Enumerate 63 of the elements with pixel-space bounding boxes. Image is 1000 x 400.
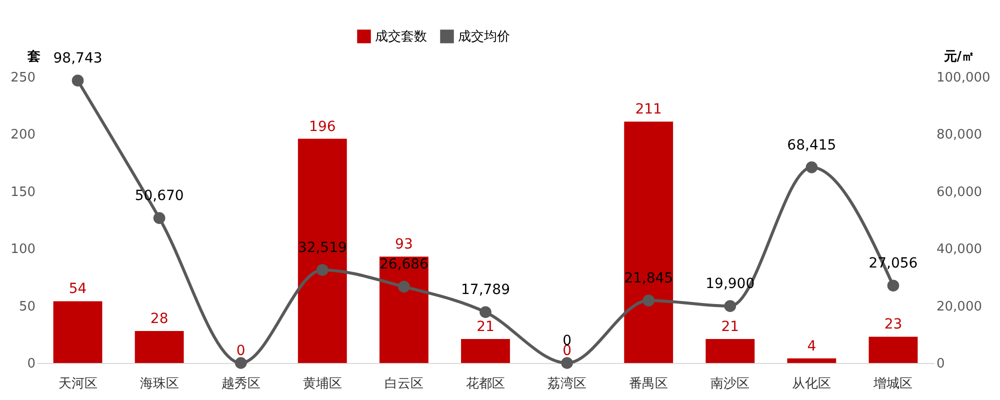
point [724,300,736,312]
data-label: 21,845 [624,270,674,287]
data-label: 26,686 [379,256,429,273]
data-label: 32,519 [298,240,347,256]
bar [868,336,918,363]
data-label: 93 [395,236,413,253]
data-label: 98,743 [53,50,102,67]
x-tick-label: 增城区 [872,376,913,392]
x-tick-label: 荔湾区 [548,376,587,392]
y2-tick-label: 40,000 [936,242,982,258]
data-label: 21 [476,318,494,335]
y-tick-label: 150 [10,184,36,200]
point [398,280,410,293]
bar [787,358,836,363]
bar [134,330,184,363]
x-tick-label: 越秀区 [221,376,260,392]
point [234,357,247,369]
y2-tick-label: 60,000 [936,184,982,200]
y2-tick-label: 80,000 [936,128,982,143]
x-tick-label: 白云区 [384,376,424,392]
y-axis-title: 套 [26,50,40,64]
x-tick-label: 从化区 [792,376,832,392]
x-tick-label: 天河区 [58,376,98,392]
point [561,357,573,369]
y-tick-label: 0 [27,356,36,372]
y2-tick-label: 0 [936,356,945,372]
data-label: 17,789 [461,282,510,298]
y-tick-label: 200 [10,128,36,143]
legend-label: 成交套数 [375,28,427,44]
y-tick-label: 100 [10,242,36,258]
data-label: 23 [884,316,902,333]
bar [379,256,428,363]
legend-label: 成交均价 [458,28,510,44]
bar [624,122,674,363]
x-tick-label: 南沙区 [710,376,750,392]
point [153,212,166,224]
bar [706,338,755,363]
point [72,74,84,86]
x-tick-label: 海珠区 [140,376,179,392]
data-label: 211 [635,102,662,118]
data-label: 28 [150,310,168,327]
x-tick-label: 番禺区 [629,376,668,392]
y-tick-label: 250 [10,70,36,86]
point [316,264,328,276]
y-tick-label: 50 [18,299,36,314]
x-tick-label: 黄埔区 [302,376,342,392]
data-label: 21 [721,318,740,335]
y2-tick-label: 100,000 [936,70,990,86]
point [480,306,492,318]
point [887,280,900,292]
bar [298,138,347,363]
point [806,161,818,174]
x-tick-label: 花都区 [466,376,505,392]
data-label: 54 [68,281,87,298]
point [642,294,655,306]
bar [461,338,510,363]
data-label: 4 [807,338,816,354]
data-label: 0 [236,343,246,359]
data-label: 68,415 [787,137,836,154]
y2-axis-title: 元/㎡ [942,50,974,64]
bar [53,301,102,363]
data-label: 196 [309,118,336,135]
y2-tick-label: 20,000 [936,299,982,314]
